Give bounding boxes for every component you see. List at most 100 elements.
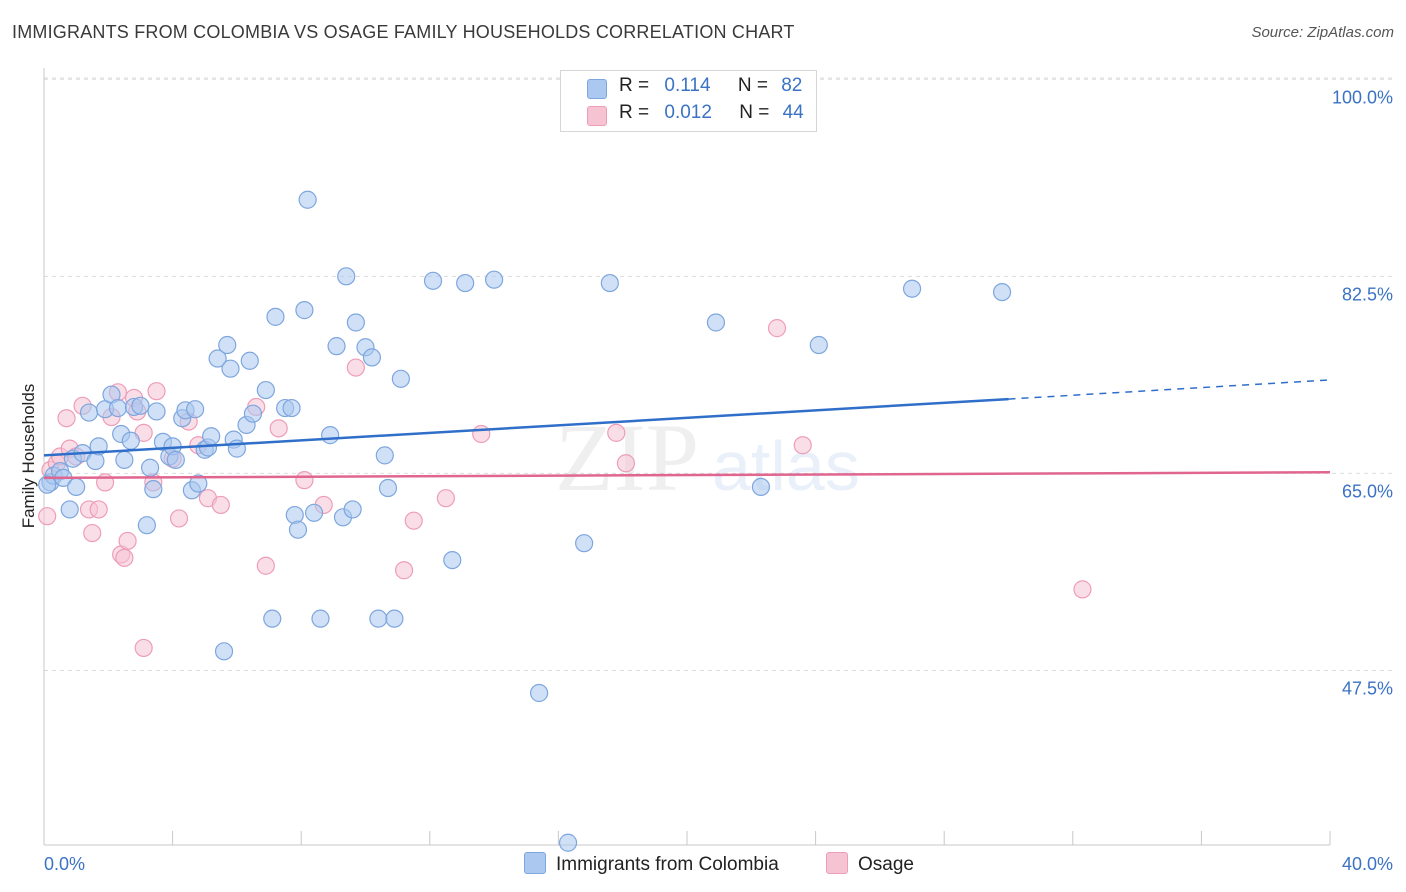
colombia-point	[304, 503, 324, 522]
colombia-point	[38, 475, 57, 494]
legend-n-label: N =	[739, 102, 770, 123]
gridlines	[44, 77, 1395, 671]
legend-row-osage: R = 0.012 N = 44	[587, 102, 804, 126]
colombia-point	[67, 477, 86, 497]
osage-point	[118, 531, 137, 551]
colombia-point	[337, 267, 356, 286]
bottom-legend-swatch-pink	[826, 852, 848, 874]
osage-point	[38, 507, 57, 526]
osage-point	[211, 495, 230, 515]
colombia-point	[137, 516, 156, 535]
colombia-point	[221, 359, 240, 378]
colombia-point	[288, 520, 308, 539]
colombia-point	[263, 609, 282, 628]
colombia-point	[530, 683, 549, 703]
legend-r-label: R =	[619, 75, 650, 96]
colombia-point	[327, 337, 346, 356]
colombia-point	[751, 477, 771, 497]
colombia-point	[311, 609, 330, 628]
colombia-point	[208, 349, 227, 368]
bottom-legend-swatch-blue	[524, 852, 546, 874]
colombia-point	[214, 642, 234, 661]
colombia-point	[189, 474, 208, 493]
osage-point	[57, 409, 76, 428]
colombia-point	[144, 480, 163, 499]
x-tick-label-min: 0.0%	[44, 854, 85, 874]
colombia-trend-extension	[1008, 379, 1331, 400]
legend-r-value: 0.012	[664, 102, 712, 123]
colombia-point	[902, 279, 922, 298]
osage-point	[1073, 580, 1092, 599]
osage-point	[115, 548, 134, 567]
y-tick-labels: 47.5% 65.0% 82.5% 100.0%	[1332, 87, 1393, 698]
source-label: Source: ZipAtlas.com	[1251, 24, 1394, 41]
colombia-point	[140, 458, 160, 477]
colombia-point	[282, 398, 301, 418]
osage-point	[767, 319, 787, 338]
colombia-point	[121, 431, 140, 450]
osage-point	[83, 523, 102, 543]
bottom-legend-colombia: Immigrants from Colombia	[524, 852, 779, 876]
colombia-point	[558, 833, 578, 852]
colombia-point	[86, 451, 105, 471]
colombia-point	[575, 534, 594, 553]
colombia-point	[809, 335, 828, 355]
colombia-point	[456, 273, 475, 293]
osage-point	[793, 436, 812, 455]
osage-point	[169, 509, 189, 528]
colombia-point	[992, 282, 1012, 302]
osage-point	[472, 424, 491, 444]
colombia-point	[202, 427, 221, 446]
legend-n-label: N =	[737, 75, 768, 96]
x-ticks	[43, 831, 1331, 845]
y-tick-label: 100.0%	[1332, 87, 1393, 107]
colombia-point	[706, 313, 726, 332]
legend-swatch-blue	[587, 79, 607, 99]
colombia-point	[256, 380, 275, 400]
osage-point	[89, 500, 108, 519]
legend-n-value: 44	[782, 102, 804, 123]
colombia-point	[60, 500, 79, 519]
colombia-point	[298, 190, 317, 209]
colombia-point	[443, 550, 462, 570]
osage-point	[404, 511, 423, 530]
colombia-point	[485, 270, 504, 289]
trend-lines	[43, 379, 1331, 480]
chart-title: IMMIGRANTS FROM COLOMBIA VS OSAGE FAMILY…	[12, 22, 795, 42]
osage-point	[147, 382, 166, 401]
legend-n-value: 82	[781, 75, 803, 96]
colombia-point	[321, 426, 340, 445]
colombia-point	[600, 273, 619, 293]
osage-point	[616, 454, 636, 473]
legend-swatch-pink	[587, 106, 607, 126]
y-tick-label: 47.5%	[1342, 678, 1393, 698]
osage-point	[436, 489, 455, 508]
colombia-point	[378, 478, 398, 498]
colombia-point	[385, 609, 404, 628]
colombia-point	[362, 348, 382, 367]
colombia-point	[79, 403, 99, 422]
osage-point	[269, 419, 288, 438]
x-tick-label-max: 40.0%	[1342, 854, 1393, 874]
osage-point	[394, 561, 414, 580]
colombia-point	[89, 437, 108, 456]
colombia-point	[218, 335, 237, 355]
osage-point	[607, 423, 626, 442]
correlation-legend: R = 0.114 N = 82 R = 0.012 N = 44	[560, 70, 817, 132]
colombia-point	[131, 396, 150, 415]
colombia-point	[423, 271, 443, 290]
colombia-point	[147, 402, 166, 421]
colombia-point	[295, 301, 314, 320]
bottom-legend-label-osage: Osage	[858, 854, 914, 875]
colombia-point	[186, 400, 205, 419]
colombia-point	[346, 313, 365, 332]
colombia-point	[375, 446, 394, 465]
osage-trend-line	[43, 471, 1331, 480]
osage-point	[134, 638, 153, 658]
colombia-trend-line	[43, 397, 1009, 457]
osage-point	[256, 556, 275, 575]
bottom-legend-osage: Osage	[826, 852, 914, 876]
watermark-atlas: atlas	[712, 427, 860, 505]
osage-point	[295, 471, 314, 490]
